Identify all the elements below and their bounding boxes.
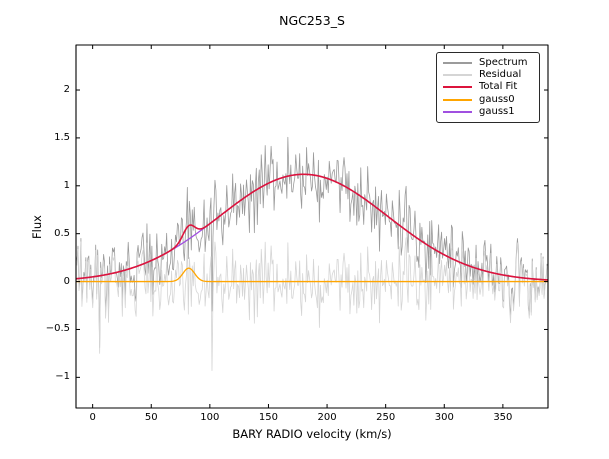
legend-label: Total Fit: [479, 81, 518, 93]
legend-line-sample: [443, 98, 472, 101]
y-tick-label: 2: [63, 84, 70, 96]
x-tick-label: 350: [493, 412, 513, 423]
legend-line-sample: [443, 110, 472, 113]
y-tick-label: −0.5: [45, 323, 70, 335]
y-tick-label: 1: [63, 179, 70, 191]
legend: Spectrum Residual Total Fit gauss0 gauss1: [436, 52, 540, 123]
y-tick-label: 0.5: [54, 227, 70, 239]
y-tick-label: 1.5: [54, 131, 70, 143]
legend-entry: Total Fit: [443, 81, 533, 93]
x-tick-label: 50: [144, 412, 158, 423]
x-tick-label: 100: [200, 412, 220, 423]
x-tick-label: 200: [317, 412, 337, 423]
legend-label: Residual: [479, 69, 522, 81]
x-tick-label: 250: [376, 412, 396, 423]
x-tick-label: 0: [89, 412, 96, 423]
chart-title: NGC253_S: [279, 13, 345, 28]
y-tick-label: 0: [63, 275, 70, 287]
legend-entry: Spectrum: [443, 57, 533, 69]
x-tick-label: 150: [258, 412, 278, 423]
legend-label: gauss0: [479, 93, 515, 105]
y-tick-label: −1: [55, 371, 70, 383]
legend-entry: Residual: [443, 69, 533, 81]
x-axis-label: BARY RADIO velocity (km/s): [232, 427, 392, 441]
legend-line-sample: [443, 86, 472, 89]
legend-entry: gauss1: [443, 106, 533, 118]
x-tick-label: 300: [434, 412, 454, 423]
legend-label: gauss1: [479, 105, 515, 117]
legend-line-sample: [443, 74, 472, 77]
legend-label: Spectrum: [479, 57, 528, 69]
legend-line-sample: [443, 62, 472, 65]
legend-entry: gauss0: [443, 94, 533, 106]
